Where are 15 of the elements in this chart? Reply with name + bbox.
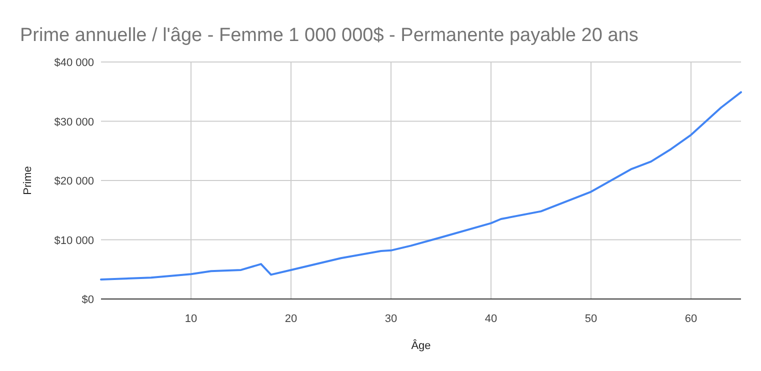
x-tick-label: 10 — [184, 313, 198, 325]
x-tick-label: 40 — [484, 313, 498, 325]
y-tick-label: $30 000 — [54, 116, 94, 128]
y-tick-label: $20 000 — [54, 176, 94, 188]
x-tick-label: 20 — [284, 313, 298, 325]
chart-title: Prime annuelle / l'âge - Femme 1 000 000$ - Permanente payable 20 ans — [20, 25, 638, 46]
x-tick-label: 60 — [684, 313, 698, 325]
y-tick-label: $10 000 — [54, 234, 94, 247]
x-axis-title: Âge — [411, 339, 431, 352]
line-series — [100, 91, 742, 280]
x-tick-label: 50 — [584, 313, 598, 325]
x-tick-label: 30 — [384, 313, 398, 325]
y-axis-title: Prime — [22, 166, 34, 195]
y-tick-label: $40 000 — [54, 57, 94, 69]
y-tick-label: $0 — [82, 294, 94, 306]
